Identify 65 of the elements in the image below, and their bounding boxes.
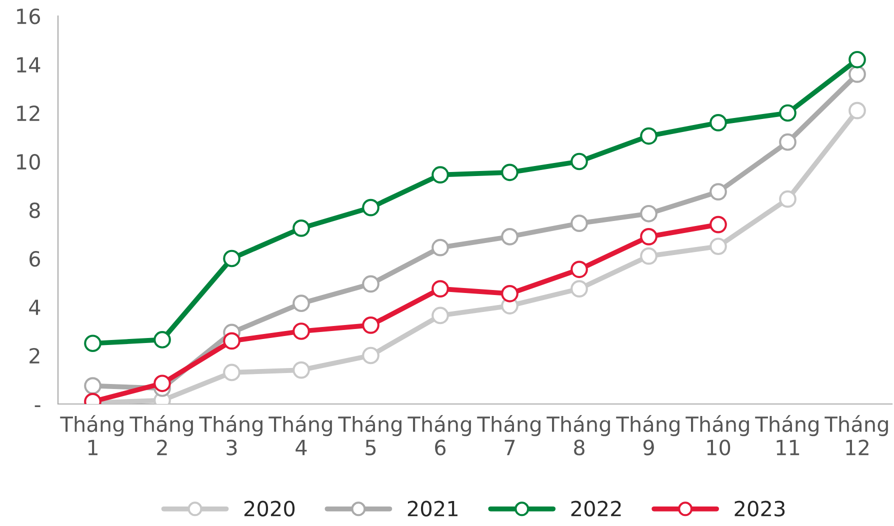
x-tick-label: Tháng 5	[338, 415, 402, 456]
legend-label: 2021	[408, 500, 458, 516]
point	[779, 133, 796, 151]
point	[432, 166, 449, 184]
point	[710, 183, 727, 200]
point	[501, 228, 518, 246]
point	[570, 280, 588, 298]
point	[292, 294, 310, 312]
x-tick-label: Tháng 7	[477, 415, 540, 456]
point	[223, 250, 240, 268]
point	[779, 190, 796, 208]
legend-label: 2022	[571, 500, 621, 516]
x-tick-label: Tháng 4	[268, 415, 332, 456]
point	[779, 104, 796, 122]
point	[501, 164, 518, 182]
point	[84, 334, 102, 352]
point	[710, 216, 727, 234]
y-tick-label: 4	[29, 300, 40, 315]
point	[154, 331, 171, 348]
point	[640, 247, 658, 265]
point	[362, 198, 380, 216]
x-tick-label: Tháng 11	[755, 415, 818, 456]
point	[362, 346, 380, 364]
point	[362, 275, 380, 293]
legend-label: 2023	[734, 500, 785, 516]
point	[570, 152, 588, 170]
x-tick-label: Tháng 2	[130, 415, 193, 456]
point	[84, 377, 102, 394]
x-tick-label: Tháng 8	[546, 415, 610, 456]
point	[570, 260, 588, 278]
point	[154, 374, 171, 392]
point	[570, 214, 588, 232]
x-tick-label: Tháng 9	[616, 415, 680, 456]
point	[848, 102, 866, 120]
point	[710, 238, 727, 256]
y-tick-label: -	[34, 405, 40, 408]
point	[292, 361, 310, 379]
y-tick-label: 14	[17, 57, 40, 72]
point	[710, 114, 727, 132]
point	[432, 238, 449, 256]
point	[640, 204, 658, 222]
x-tick-label: Tháng 10	[686, 415, 749, 456]
x-tick-label: Tháng 6	[408, 415, 471, 456]
point	[362, 316, 380, 334]
point	[640, 228, 658, 246]
y-tick-label: 6	[30, 250, 40, 267]
point	[292, 220, 310, 237]
point	[848, 50, 866, 68]
y-tick-label: 10	[17, 154, 40, 170]
point	[432, 280, 449, 298]
y-tick-label: 2	[30, 348, 40, 364]
y-tick-label: 16	[17, 8, 40, 24]
legend-label: 2020	[244, 500, 295, 516]
x-tick-label: Tháng 12	[824, 415, 888, 456]
point	[848, 66, 866, 83]
point	[432, 306, 449, 324]
point	[223, 332, 240, 350]
point	[640, 127, 658, 145]
point	[292, 322, 310, 340]
point	[501, 284, 518, 302]
y-tick-label: 12	[17, 105, 40, 121]
x-tick-label: Tháng 1	[60, 415, 124, 456]
x-tick-label: Tháng 3	[199, 415, 262, 456]
y-tick-label: 8	[29, 202, 40, 218]
point	[223, 364, 240, 382]
